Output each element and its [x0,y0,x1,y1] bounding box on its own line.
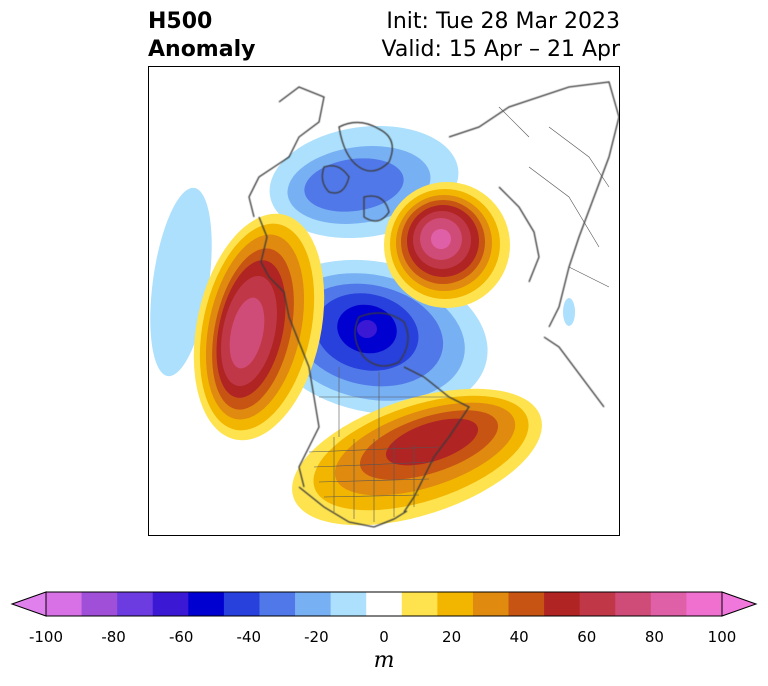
colorbar-segment [508,592,545,616]
colorbar-tick-label: -80 [101,628,126,646]
colorbar-tick-label: -60 [168,628,194,646]
colorbar-tick-label: 0 [379,628,389,646]
colorbar-segment [152,592,189,616]
ridge-siberian-arctic [384,182,510,308]
colorbar-segment [686,592,723,616]
colorbar-segment [295,592,332,616]
ridge-gulf-of-alaska [193,213,325,441]
init-date: Init: Tue 28 Mar 2023 [386,9,620,34]
colorbar-segment [81,592,118,616]
colorbar-tick-label: -20 [304,628,329,646]
colorbar-tick-label: 80 [644,628,664,646]
map-title: H500 Anomaly [148,8,255,64]
ridge-eastern-us [292,388,542,526]
title-line-1: H500 [148,9,213,34]
colorbar-segment [472,592,510,616]
trough-hudson-bay [260,259,488,415]
colorbar-unit-label: m [373,648,395,673]
colorbar-segment [437,592,474,616]
colorbar-tick-label: 40 [509,628,529,646]
forecast-dates: Init: Tue 28 Mar 2023 Valid: 15 Apr – 21… [382,8,621,64]
colorbar-tick-label: 100 [707,628,737,646]
colorbar-segment [117,592,154,616]
colorbar-tick-label: 20 [442,628,462,646]
colorbar-segment [46,592,83,616]
anomaly-map [148,66,620,536]
colorbar-segment [401,592,438,616]
valid-date-range: Valid: 15 Apr – 21 Apr [381,37,621,62]
colorbar-segment [615,592,652,616]
colorbar-segment [223,592,260,616]
title-line-2: Anomaly [148,37,256,62]
colorbar [10,591,758,617]
colorbar-tick-label: -40 [236,628,262,646]
colorbar-segment [330,592,367,616]
trough-northeast-atlantic [563,298,575,326]
anomaly-map-graphic [150,81,619,528]
colorbar-segment [544,592,581,616]
political-borders [308,106,610,522]
colorbar-extend-low [10,591,47,617]
colorbar-tick-label: 60 [577,628,597,646]
colorbar-segment [579,592,616,616]
colorbar-segment [259,592,296,616]
colorbar-outline [45,591,723,617]
colorbar-extend-high [721,591,758,617]
colorbar-tick-label: -100 [28,628,64,646]
colorbar-segment [650,592,687,616]
colorbar-segment [188,592,225,616]
colorbar-segment [366,592,403,616]
